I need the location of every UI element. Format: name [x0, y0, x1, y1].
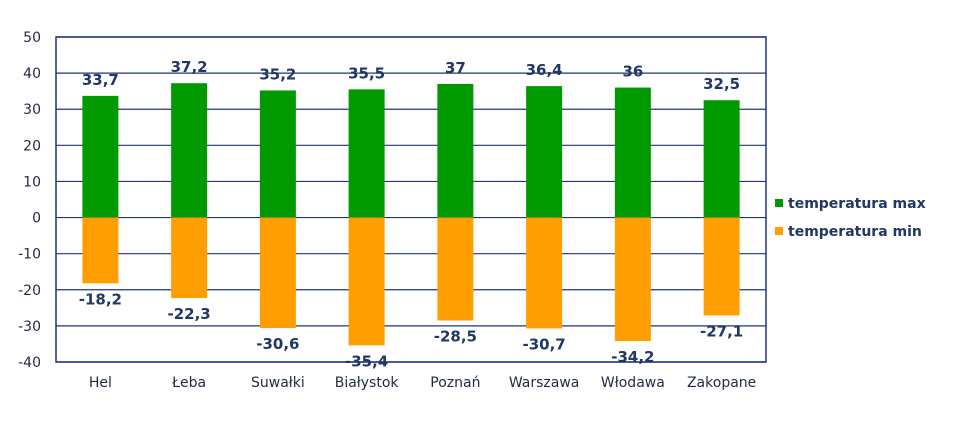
- data-label-min: -28,5: [434, 327, 477, 345]
- legend-label-max: temperatura max: [788, 196, 926, 212]
- data-label-max: 32,5: [703, 75, 740, 93]
- bar-min: [171, 217, 208, 299]
- y-tick-label: -30: [18, 319, 41, 335]
- bar-min: [259, 217, 296, 329]
- data-labels: 33,7 37,2 35,2 35,5 37 36,4 36 32,5 -18,2 -22,3 -3…: [79, 58, 744, 370]
- bar-max: [703, 100, 740, 218]
- x-tick-label: Łeba: [171, 375, 206, 391]
- bar-max: [82, 95, 119, 218]
- x-tick-label: Warszawa: [509, 375, 580, 391]
- x-tick-label: Białystok: [335, 375, 400, 391]
- y-tick-label: -40: [18, 355, 41, 371]
- bar-max: [437, 83, 474, 218]
- x-tick-label: Poznań: [430, 375, 480, 391]
- y-tick-label: -10: [18, 247, 41, 263]
- x-tick-label: Suwałki: [251, 375, 305, 391]
- data-label-max: 35,5: [348, 64, 385, 82]
- bar-min: [437, 217, 474, 321]
- y-tick-label: 10: [23, 174, 41, 190]
- bar-min: [82, 217, 119, 284]
- y-tick-label: 0: [32, 211, 41, 227]
- data-label-max: 37,2: [171, 58, 208, 76]
- legend-swatch-min: [775, 227, 783, 235]
- y-tick-label: 50: [23, 30, 41, 46]
- x-tick-label: Włodawa: [601, 375, 665, 391]
- bar-max: [614, 87, 651, 218]
- plot-frame: [55, 36, 767, 363]
- data-label-min: -27,1: [700, 322, 743, 340]
- x-tick-label: Zakopane: [687, 375, 756, 391]
- data-label-min: -18,2: [79, 290, 122, 308]
- data-label-min: -34,2: [611, 348, 654, 366]
- legend-swatch-max: [775, 199, 783, 207]
- bar-min: [614, 217, 651, 342]
- x-tick-label: Hel: [89, 375, 112, 391]
- y-tick-label: -20: [18, 283, 41, 299]
- y-tick-label: 30: [23, 102, 41, 118]
- legend: temperatura max temperatura min: [775, 196, 926, 240]
- grid-lines: [56, 36, 766, 363]
- bar-max: [526, 86, 563, 218]
- data-label-max: 35,2: [259, 65, 296, 83]
- bar-max: [348, 89, 385, 218]
- y-tick-label: 40: [23, 66, 41, 82]
- data-label-max: 36,4: [526, 61, 563, 79]
- bar-min: [526, 217, 563, 329]
- data-label-min: -22,3: [168, 305, 211, 323]
- bar-max: [171, 83, 208, 218]
- data-label-max: 36: [622, 63, 643, 81]
- y-tick-label: 20: [23, 138, 41, 154]
- bars: [82, 83, 740, 346]
- legend-label-min: temperatura min: [788, 224, 922, 240]
- data-label-min: -30,7: [523, 335, 566, 353]
- bar-max: [259, 90, 296, 218]
- bar-min: [348, 217, 385, 346]
- axes: 50 40 30 20 10 0 -10 -20 -30 -40 Hel Łeba Suwałki Bia…: [18, 30, 767, 391]
- data-label-min: -30,6: [256, 335, 299, 353]
- data-label-max: 33,7: [82, 71, 119, 89]
- bar-min: [703, 217, 740, 316]
- data-label-max: 37: [445, 59, 466, 77]
